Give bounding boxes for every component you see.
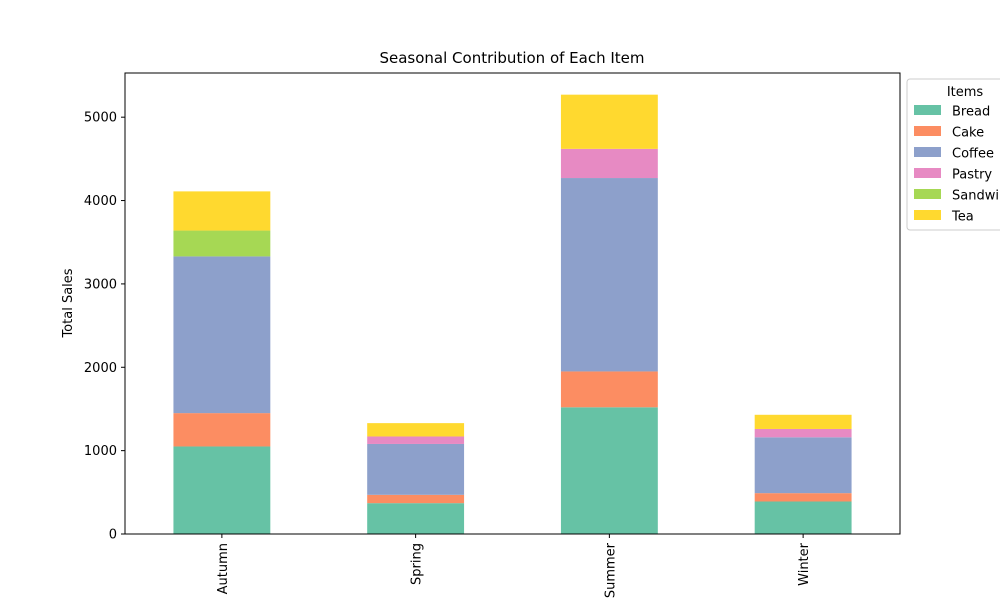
legend-swatch-pastry <box>914 168 941 178</box>
x-tick-label: Winter <box>797 542 812 586</box>
y-tick-label: 5000 <box>84 111 117 126</box>
bar-coffee-spring <box>367 443 465 495</box>
y-tick-label: 0 <box>109 528 117 543</box>
legend-label-sandwich: Sandwi <box>952 189 999 204</box>
bar-coffee-summer <box>560 178 658 372</box>
legend-label-cake: Cake <box>952 126 984 141</box>
bar-pastry-spring <box>367 436 465 444</box>
legend-swatch-bread <box>914 105 941 115</box>
bar-cake-winter <box>754 493 852 502</box>
bar-coffee-autumn <box>173 256 271 414</box>
chart-title: Seasonal Contribution of Each Item <box>379 49 644 67</box>
bar-pastry-winter <box>754 428 852 438</box>
legend-swatch-cake <box>914 126 941 136</box>
y-axis-label: Total Sales <box>61 268 76 338</box>
y-tick-label: 1000 <box>84 444 117 459</box>
bar-cake-summer <box>560 371 658 408</box>
x-axis-ticks: Autumn Spring Summer Winter <box>216 534 812 598</box>
bar-cake-spring <box>367 494 465 504</box>
bar-coffee-winter <box>754 437 852 494</box>
x-tick-label: Autumn <box>216 543 231 594</box>
x-tick-label: Spring <box>410 543 425 585</box>
bar-bread-winter <box>754 501 852 534</box>
y-tick-label: 4000 <box>84 194 117 209</box>
bar-sandwich-autumn <box>173 230 271 257</box>
bar-cake-autumn <box>173 413 271 447</box>
bars-layer <box>173 94 852 534</box>
bar-tea-summer <box>560 94 658 149</box>
legend-label-bread: Bread <box>952 105 990 120</box>
legend-swatch-tea <box>914 210 941 220</box>
y-tick-label: 3000 <box>84 277 117 292</box>
bar-bread-autumn <box>173 446 271 534</box>
bar-tea-winter <box>754 414 852 429</box>
legend-title: Items <box>947 85 984 100</box>
legend-swatch-sandwich <box>914 189 941 199</box>
legend: Items Bread Cake Coffee Pastry Sandwi Tea <box>906 78 1000 231</box>
plot-frame <box>124 72 901 535</box>
legend-label-tea: Tea <box>951 210 974 225</box>
bar-tea-autumn <box>173 191 271 231</box>
legend-swatch-coffee <box>914 147 941 157</box>
y-axis-ticks: 0 1000 2000 3000 4000 5000 <box>84 111 125 543</box>
bar-tea-spring <box>367 423 465 437</box>
legend-label-coffee: Coffee <box>952 147 994 162</box>
x-tick-label: Summer <box>603 542 618 598</box>
bar-bread-summer <box>560 407 658 534</box>
bar-bread-spring <box>367 503 465 534</box>
y-tick-label: 2000 <box>84 361 117 376</box>
legend-items: Bread Cake Coffee Pastry Sandwi Tea <box>914 105 999 225</box>
bar-pastry-summer <box>560 148 658 179</box>
legend-label-pastry: Pastry <box>952 168 992 183</box>
